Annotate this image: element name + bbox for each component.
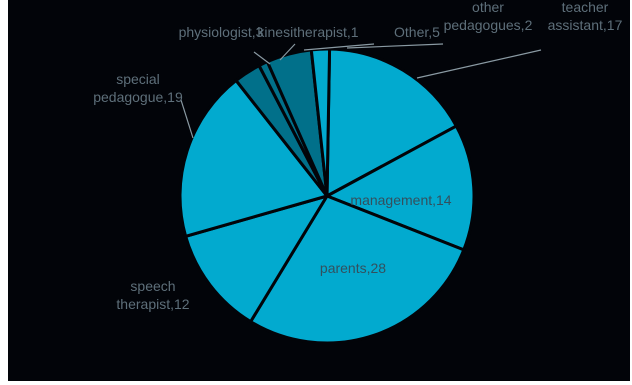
leader-line-teacher-assistant [416,49,542,79]
data-label-kinesitherapist: kinesitherapist,1 [257,24,358,40]
data-label-teacher-assistant: teacher assistant,17 [548,0,623,33]
pie-slice-special-pedagogue [178,78,330,239]
leader-line-other-pedagogues [346,43,444,49]
data-label-physiologist: physiologist,3 [179,24,264,40]
data-label-management: management,14 [350,192,451,208]
pie-slice-parents [248,194,466,345]
pie-slice-management [323,124,476,252]
leader-line-other [303,43,375,51]
leader-line-kinesitherapist [279,43,296,61]
data-label-other-pedagogues: other pedagogues,2 [444,0,533,33]
data-label-other: Other,5 [394,24,440,40]
leader-line-special-pedagogue [180,99,194,139]
data-label-parents: parents,28 [320,260,386,276]
data-label-special-pedagogue: special pedagogue,19 [93,71,183,105]
data-label-speech-therapist: speech therapist,12 [116,278,189,312]
pie-chart-svg: teacher assistant,17 management,14 parents,… [93,0,623,345]
pie-slice-teacher-assistant [325,47,459,199]
pie-chart: teacher assistant,17 management,14 parents,… [8,0,630,381]
leader-line-physiologist [253,51,271,65]
